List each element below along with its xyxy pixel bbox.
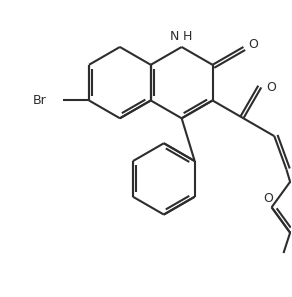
- Text: O: O: [264, 192, 274, 205]
- Text: O: O: [248, 39, 258, 51]
- Text: O: O: [266, 81, 276, 94]
- Text: H: H: [183, 30, 192, 43]
- Text: N: N: [169, 30, 179, 43]
- Text: Br: Br: [33, 94, 47, 107]
